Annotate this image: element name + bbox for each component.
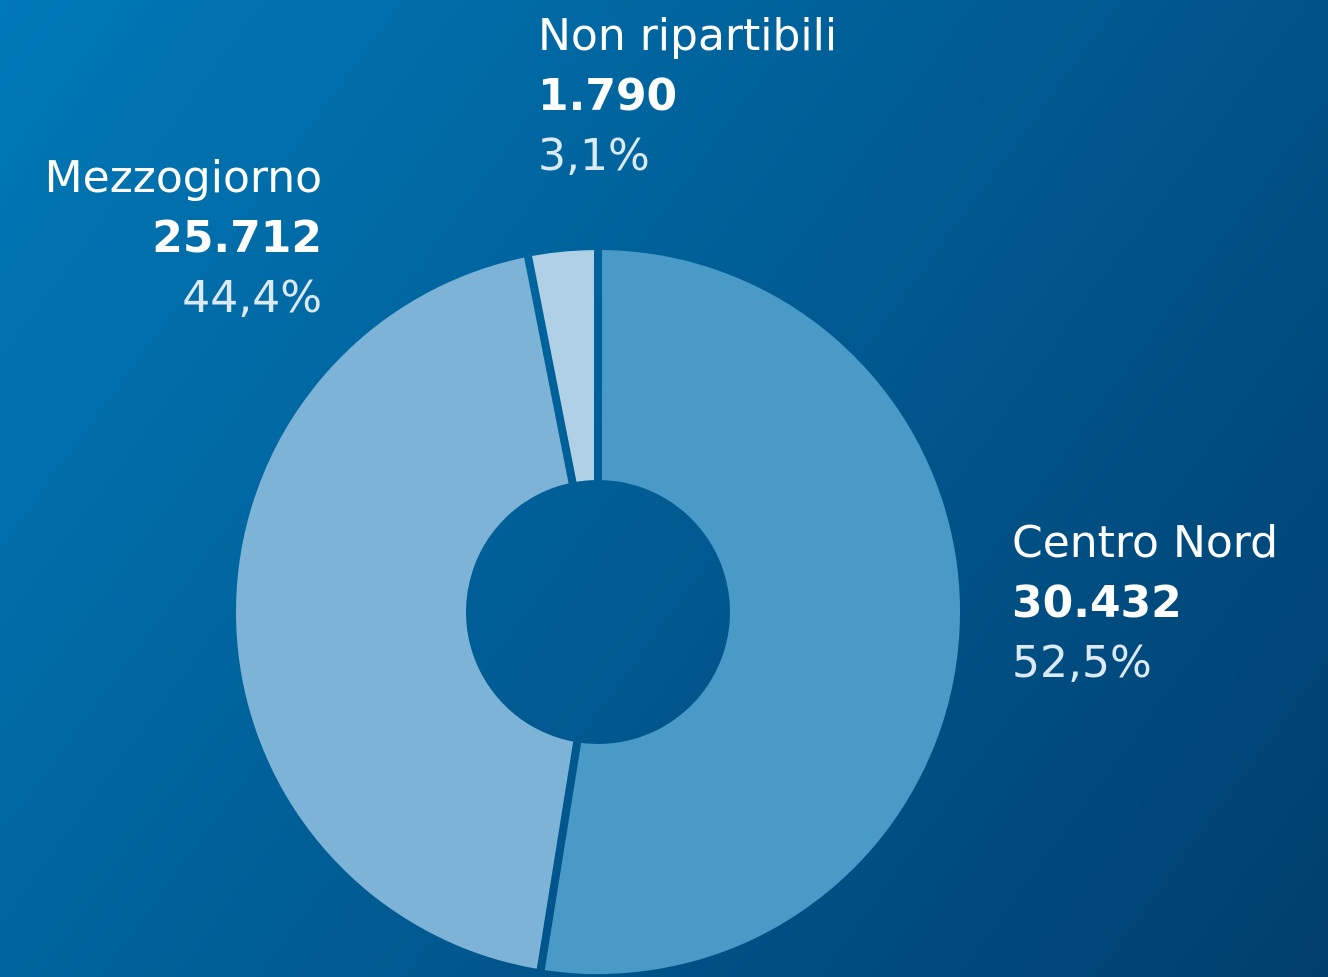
- labels: Centro Nord 30.432 52,5% Mezzogiorno 25.712 4…: [45, 10, 1278, 688]
- slice: [228, 248, 583, 977]
- share-label: 44,4%: [182, 272, 322, 323]
- slice: [535, 241, 968, 977]
- slice: [522, 241, 602, 492]
- share-label: 3,1%: [538, 130, 650, 181]
- share-label: 52,5%: [1012, 637, 1152, 688]
- category-label: Centro Nord: [1012, 517, 1278, 568]
- value-label: 1.790: [538, 70, 677, 121]
- category-label: Non ripartibili: [538, 10, 837, 61]
- donut: [228, 241, 968, 977]
- value-label: 25.712: [152, 212, 322, 263]
- value-label: 30.432: [1012, 577, 1182, 628]
- category-label: Mezzogiorno: [45, 152, 322, 203]
